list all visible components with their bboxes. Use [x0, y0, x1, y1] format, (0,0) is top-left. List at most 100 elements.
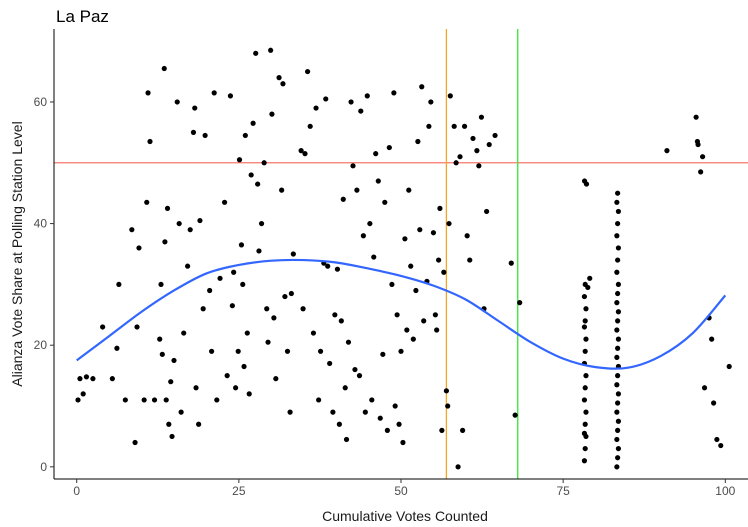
y-axis-ticks: 0 20 40 60 — [34, 95, 54, 474]
data-point — [264, 306, 270, 312]
data-point — [147, 138, 153, 145]
data-point — [615, 290, 621, 297]
data-point — [202, 132, 208, 139]
data-point — [144, 199, 150, 205]
data-point — [460, 427, 466, 433]
data-point — [77, 376, 83, 382]
data-point — [354, 187, 360, 193]
data-point — [464, 233, 470, 239]
data-point — [373, 151, 379, 157]
data-point — [447, 93, 453, 99]
data-point — [517, 300, 523, 306]
data-point — [614, 409, 620, 415]
data-point — [380, 351, 386, 357]
data-point — [258, 220, 265, 227]
data-point — [384, 427, 390, 433]
data-point — [345, 339, 352, 345]
data-point — [417, 227, 423, 233]
data-point — [109, 376, 115, 382]
data-point — [273, 376, 279, 382]
data-point — [614, 300, 620, 306]
x-axis-label: Cumulative Votes Counted — [322, 508, 488, 524]
data-point — [478, 114, 485, 120]
data-point — [467, 257, 473, 263]
data-point — [356, 373, 363, 379]
data-point — [310, 330, 317, 336]
data-point — [253, 50, 259, 56]
data-point — [248, 172, 254, 178]
y-tick-label: 0 — [40, 460, 47, 474]
data-point — [159, 351, 165, 357]
chart-title: La Paz — [56, 7, 109, 26]
data-point — [171, 357, 177, 364]
data-point — [432, 312, 438, 318]
data-point — [377, 415, 383, 421]
data-point — [486, 141, 492, 148]
data-points — [75, 47, 732, 470]
data-point — [614, 199, 620, 205]
data-point — [192, 105, 198, 111]
data-point — [190, 129, 197, 135]
data-point — [256, 248, 262, 254]
data-point — [288, 290, 294, 297]
data-point — [141, 397, 147, 403]
data-point — [371, 254, 377, 260]
data-point — [217, 275, 223, 281]
data-point — [240, 281, 246, 288]
data-point — [426, 123, 432, 129]
x-tick-label: 75 — [556, 484, 570, 498]
y-tick-label: 60 — [34, 95, 48, 109]
data-point — [404, 327, 410, 333]
data-point — [231, 269, 237, 275]
data-point — [400, 439, 406, 446]
data-point — [80, 391, 86, 397]
data-point — [174, 99, 180, 105]
data-point — [185, 263, 191, 269]
data-point — [284, 348, 291, 354]
data-point — [396, 421, 402, 427]
data-point — [614, 382, 620, 388]
data-point — [430, 230, 437, 236]
data-point — [476, 163, 482, 169]
data-point — [698, 169, 704, 175]
data-point — [211, 90, 217, 96]
data-point — [196, 421, 202, 427]
data-point — [470, 135, 476, 142]
data-point — [408, 263, 414, 269]
data-point — [282, 293, 288, 300]
data-point — [227, 93, 234, 99]
data-point — [389, 281, 395, 288]
data-point — [434, 327, 440, 333]
data-point — [364, 93, 370, 99]
data-point — [614, 233, 620, 239]
data-point — [615, 345, 621, 351]
data-point — [394, 312, 400, 318]
data-point — [178, 409, 184, 415]
data-point — [166, 421, 172, 427]
data-point — [242, 132, 248, 139]
data-point — [615, 208, 622, 215]
data-point — [382, 199, 388, 205]
data-point — [163, 397, 169, 403]
data-point — [302, 151, 308, 157]
data-point — [711, 400, 717, 406]
data-point — [207, 287, 213, 294]
data-point — [280, 81, 286, 87]
data-point — [187, 227, 193, 233]
data-point — [151, 397, 158, 403]
data-point — [224, 373, 230, 379]
data-point — [236, 157, 243, 163]
data-point — [276, 75, 282, 81]
data-point — [157, 336, 163, 342]
data-point — [250, 120, 256, 126]
data-point — [214, 397, 220, 403]
data-point — [581, 458, 588, 464]
reference-lines — [54, 29, 748, 479]
data-point — [229, 303, 235, 309]
data-point — [343, 436, 350, 443]
y-axis-label: Alianza Vote Share at Polling Station Le… — [9, 121, 25, 386]
data-point — [336, 421, 342, 427]
data-point — [244, 330, 250, 336]
data-point — [718, 442, 724, 449]
data-point — [386, 144, 392, 151]
